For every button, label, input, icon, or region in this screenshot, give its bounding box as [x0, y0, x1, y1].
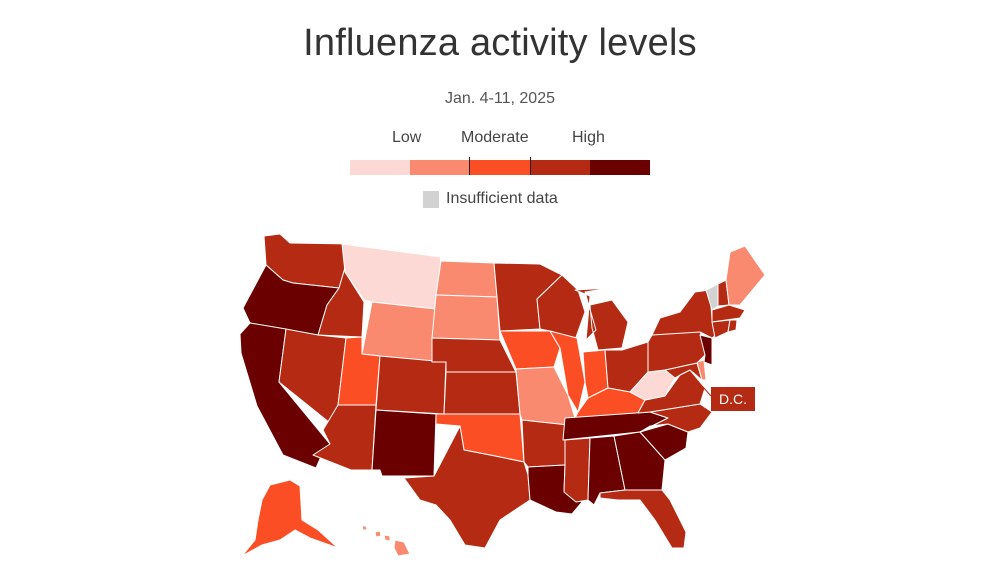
legend-label-low: Low	[392, 129, 422, 146]
state-tx[interactable]	[403, 425, 531, 549]
map-subtitle: Jan. 4-11, 2025	[444, 90, 555, 107]
state-me[interactable]	[725, 245, 766, 306]
state-wi[interactable]	[536, 274, 586, 341]
state-sd[interactable]	[431, 294, 501, 341]
legend-swatch-very-high	[590, 160, 650, 175]
legend-label-high: High	[572, 129, 605, 146]
legend-label-moderate: Moderate	[461, 129, 529, 146]
legend-tick-moderate-start	[469, 157, 470, 175]
dc-label[interactable]: D.C.	[711, 387, 755, 411]
legend-swatch-low	[410, 160, 470, 175]
legend-swatch-moderate	[470, 160, 530, 175]
dc-leader-line	[701, 385, 712, 397]
state-hi[interactable]	[361, 525, 411, 557]
state-ma[interactable]	[711, 304, 746, 323]
legend-label-insufficient: Insufficient data	[446, 190, 558, 207]
legend-color-scale	[350, 160, 650, 175]
state-sc[interactable]	[639, 423, 689, 461]
state-de[interactable]	[696, 359, 707, 381]
state-nm[interactable]	[371, 409, 437, 477]
state-ri[interactable]	[727, 319, 738, 333]
map-title: Influenza activity levels	[303, 22, 697, 64]
state-co[interactable]	[375, 355, 447, 415]
state-ak[interactable]	[241, 479, 339, 557]
state-ia[interactable]	[499, 330, 561, 370]
legend-tick-moderate-end	[530, 157, 531, 175]
state-ar[interactable]	[521, 419, 569, 468]
state-ct[interactable]	[711, 319, 731, 339]
state-wy[interactable]	[361, 301, 437, 363]
legend-swatch-high	[530, 160, 590, 175]
state-ms[interactable]	[563, 437, 591, 503]
legend-swatch-very-low	[350, 160, 410, 175]
state-ks[interactable]	[443, 371, 521, 415]
state-fl[interactable]	[599, 489, 687, 549]
legend-swatch-insufficient	[423, 191, 439, 208]
state-mi[interactable]	[574, 287, 629, 351]
state-nd[interactable]	[435, 260, 498, 298]
